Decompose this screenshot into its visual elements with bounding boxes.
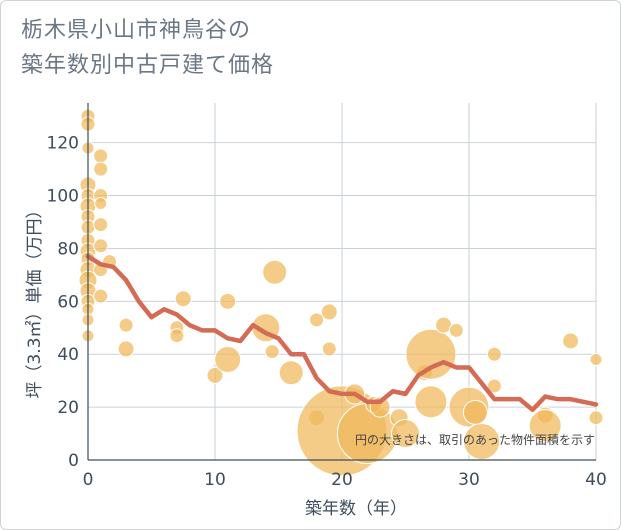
data-bubble [93,161,109,177]
data-bubble [174,290,192,308]
y-tick-label: 80 [57,239,79,259]
data-bubble [321,341,337,357]
y-tick-label: 40 [57,345,79,365]
data-bubble [94,196,108,210]
data-bubble [214,346,242,374]
y-tick-label: 100 [47,187,79,207]
data-bubble [588,410,604,426]
y-tick-label: 120 [47,134,79,154]
data-bubble [219,292,237,310]
chart-axes: 0 10 20 30 40 0 20 40 60 80 100 120 [47,103,607,490]
x-tick-label: 30 [458,470,480,490]
data-bubble [414,385,448,419]
data-bubble [562,332,580,350]
data-bubble [93,288,109,304]
x-tick-label: 10 [204,470,226,490]
data-bubble [320,303,338,321]
y-axis-label: 坪（3.3㎡）単価（万円） [25,201,45,398]
data-bubble [93,148,109,164]
data-bubble [93,217,109,233]
bubble-size-note: 円の大きさは、取引のあった物件面積を示す [355,432,595,447]
x-axis-label: 築年数（年） [305,499,407,519]
y-tick-label: 0 [68,451,79,471]
data-bubble [262,259,288,285]
data-bubble [405,328,457,380]
bubble-series [78,108,604,477]
data-bubble [206,366,224,384]
x-tick-label: 20 [331,470,353,490]
data-bubble [528,409,562,443]
data-bubble [391,419,420,449]
x-tick-label: 0 [83,470,94,490]
data-bubble [264,344,280,360]
data-bubble [117,340,135,358]
y-tick-label: 60 [57,292,79,312]
chart-title-line-1: 栃木県小山市神鳥谷の [21,18,252,43]
x-tick-label: 40 [585,470,607,490]
data-bubble [309,312,325,328]
data-bubble [118,317,134,333]
data-bubble [589,353,603,367]
data-bubble [486,346,502,362]
data-bubble [93,238,109,254]
y-tick-label: 20 [57,398,79,418]
data-bubble [486,378,502,394]
chart-title-line-2: 築年数別中古戸建て価格 [21,53,275,78]
data-bubble [462,399,488,425]
data-bubble [169,328,185,344]
chart-title: 栃木県小山市神鳥谷の 築年数別中古戸建て価格 [21,13,601,83]
trend-line [85,254,599,413]
trend-line-series [85,254,599,413]
data-bubble [278,360,304,386]
data-bubble [448,322,464,338]
